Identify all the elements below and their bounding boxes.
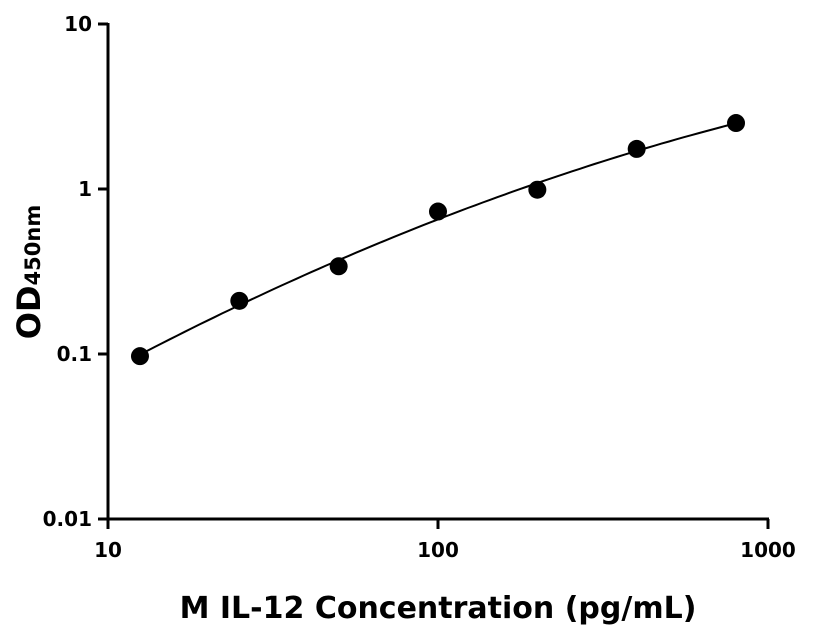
y-axis-label-main: OD	[10, 285, 48, 339]
y-axis-label-sub: 450nm	[21, 205, 45, 286]
axes	[106, 23, 769, 521]
data-point	[329, 257, 348, 276]
x-tick-label: 10	[94, 538, 122, 562]
data-point	[727, 114, 746, 133]
fit-curve	[139, 122, 737, 356]
y-tick-label: 0.1	[57, 342, 92, 366]
data-point	[429, 202, 447, 221]
data-points	[130, 114, 746, 366]
x-axis-label: M IL-12 Concentration (pg/mL)	[180, 591, 697, 626]
x-tick-label: 1000	[740, 538, 796, 562]
data-point	[130, 347, 149, 366]
y-tick-label: 1	[78, 177, 92, 201]
ticks: 10 100 1000 0.01 0.1 1 10	[43, 12, 796, 562]
data-point	[528, 180, 547, 199]
x-tick-label: 100	[417, 538, 459, 562]
y-tick-label: 0.01	[43, 507, 92, 531]
y-tick-label: 10	[64, 12, 92, 36]
data-point	[230, 291, 249, 310]
data-point	[627, 139, 646, 158]
y-axis-label: OD450nm	[10, 205, 48, 339]
